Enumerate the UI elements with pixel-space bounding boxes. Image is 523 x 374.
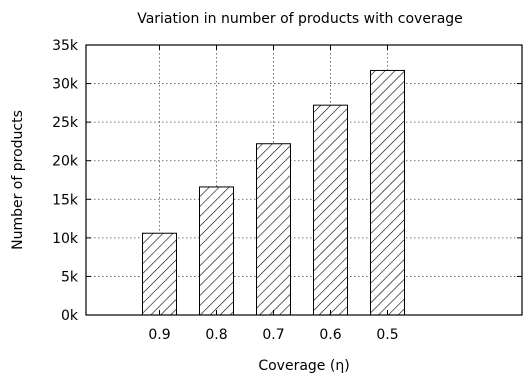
x-axis: 0.9 0.8 0.7 0.6 0.5 (148, 45, 399, 343)
x-tick-label: 0.5 (376, 327, 398, 343)
y-tick-label: 35k (52, 38, 79, 54)
y-tick-label: 5k (61, 269, 79, 285)
x-tick-label: 0.8 (205, 327, 227, 343)
x-tick-label: 0.9 (148, 327, 170, 343)
x-tick-label: 0.6 (319, 327, 341, 343)
bar-0.8 (199, 186, 234, 316)
bar-0.7 (256, 143, 291, 316)
bar-0.9 (142, 232, 177, 316)
chart-title: Variation in number of products with cov… (137, 11, 463, 27)
bar-0.6 (313, 104, 348, 316)
y-tick-label: 30k (52, 77, 79, 93)
y-tick-label: 0k (61, 308, 79, 324)
plot-frame (85, 44, 523, 316)
x-tick-label: 0.7 (262, 327, 284, 343)
y-tick-label: 25k (52, 115, 79, 131)
bar-0.5 (370, 69, 405, 316)
y-tick-label: 15k (52, 192, 79, 208)
x-axis-title: Coverage (η) (258, 358, 349, 374)
y-axis: 0k 5k 10k 15k 20k 25k 30k 35k (52, 38, 522, 324)
y-tick-label: 20k (52, 154, 79, 170)
bars (142, 69, 405, 316)
y-tick-label: 10k (52, 231, 79, 247)
y-axis-title: Number of products (10, 110, 26, 250)
